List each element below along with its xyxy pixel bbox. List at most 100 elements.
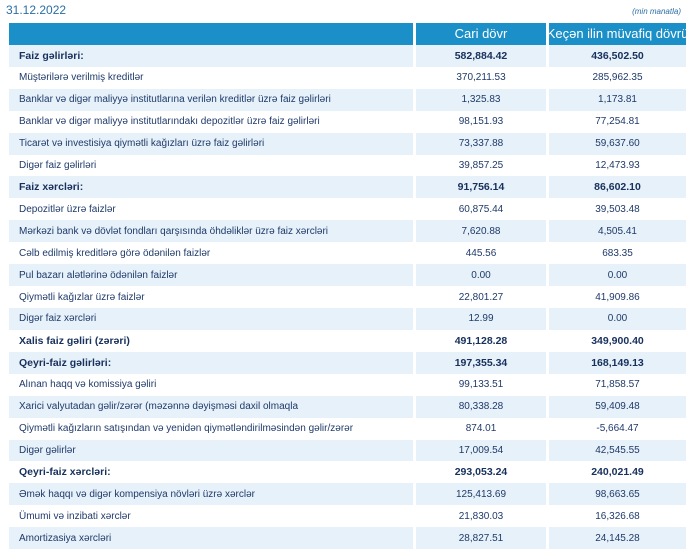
- row-previous-value: 436,502.50: [549, 44, 686, 67]
- row-label: Ticarət və investisiya qiymətli kağızlar…: [9, 132, 413, 155]
- header-current-period: Cari dövr: [416, 23, 546, 45]
- row-previous-value: 42,545.55: [549, 439, 686, 462]
- row-label: Qeyri-faiz xərcləri:: [9, 461, 413, 484]
- row-previous-value: 683.35: [549, 242, 686, 265]
- row-label: Əmək haqqı və digər kompensiya növləri ü…: [9, 483, 413, 506]
- table-row: Xalis faiz gəliri (zərəri) 491,128.28 349,…: [9, 329, 686, 352]
- row-current-value: 22,801.27: [416, 286, 546, 308]
- row-previous-value: 59,637.60: [549, 132, 686, 155]
- table-row: Müştərilərə verilmiş kreditlər 370,211.53…: [9, 66, 686, 89]
- row-current-value: 21,830.03: [416, 505, 546, 528]
- row-current-value: 491,128.28: [416, 329, 546, 352]
- table-row: Faiz xərcləri: 91,756.14 86,602.10: [9, 176, 686, 199]
- row-current-value: 874.01: [416, 417, 546, 440]
- row-label: Mərkəzi bank və dövlət fondları qarşısın…: [9, 220, 413, 243]
- row-label: Digər faiz xərcləri: [9, 307, 413, 330]
- table-row: Mərkəzi bank və dövlət fondları qarşısın…: [9, 220, 686, 243]
- row-previous-value: 0.00: [549, 264, 686, 287]
- table-row: Qeyri-faiz xərcləri: 293,053.24 240,021.49: [9, 461, 686, 484]
- row-current-value: 293,053.24: [416, 461, 546, 484]
- table-row: Banklar və digər maliyyə institutlarında…: [9, 110, 686, 133]
- table-row: Qeyri-faiz gəlirləri: 197,355.34 168,149.1…: [9, 351, 686, 374]
- table-row: Qiymətli kağızların satışından və yenidə…: [9, 417, 686, 440]
- row-current-value: 445.56: [416, 242, 546, 265]
- row-label: Depozitlər üzrə faizlər: [9, 198, 413, 221]
- row-previous-value: 168,149.13: [549, 351, 686, 374]
- row-current-value: 197,355.34: [416, 351, 546, 374]
- income-statement-table: Cari dövr Keçən ilin müvafiq dövrü Faiz …: [9, 23, 686, 550]
- row-previous-value: 349,900.40: [549, 329, 686, 352]
- table-row: Digər gəlirlər 17,009.54 42,545.55: [9, 439, 686, 462]
- table-row: Xarici valyutadan gəlir/zərər (məzənnə d…: [9, 395, 686, 418]
- row-previous-value: 77,254.81: [549, 110, 686, 133]
- row-label: Qiymətli kağızların satışından və yenidə…: [9, 417, 413, 440]
- table-row: Depozitlər üzrə faizlər 60,875.44 39,503.4…: [9, 198, 686, 221]
- row-current-value: 1,325.83: [416, 88, 546, 111]
- row-current-value: 99,133.51: [416, 373, 546, 396]
- row-current-value: 80,338.28: [416, 395, 546, 418]
- row-label: Ümumi və inzibati xərclər: [9, 505, 413, 528]
- header-label-cell: [9, 23, 413, 45]
- row-current-value: 60,875.44: [416, 198, 546, 221]
- row-previous-value: 12,473.93: [549, 154, 686, 177]
- row-current-value: 39,857.25: [416, 154, 546, 177]
- table-row: Faiz gəlirləri: 582,884.42 436,502.50: [9, 44, 686, 67]
- row-previous-value: 1,173.81: [549, 88, 686, 111]
- report-date: 31.12.2022: [6, 3, 67, 17]
- row-current-value: 0.00: [416, 264, 546, 287]
- row-current-value: 91,756.14: [416, 176, 546, 199]
- row-label: Müştərilərə verilmiş kreditlər: [9, 66, 413, 89]
- row-previous-value: 285,962.35: [549, 66, 686, 89]
- row-previous-value: 41,909.86: [549, 286, 686, 308]
- row-previous-value: 98,663.65: [549, 483, 686, 506]
- row-label: Amortizasiya xərcləri: [9, 527, 413, 550]
- row-current-value: 98,151.93: [416, 110, 546, 133]
- table-row: Banklar və digər maliyyə institutlarına …: [9, 88, 686, 111]
- table-row: Digər faiz xərcləri 12.99 0.00: [9, 307, 686, 330]
- table-row: Amortizasiya xərcləri 28,827.51 24,145.28: [9, 527, 686, 550]
- row-previous-value: 24,145.28: [549, 527, 686, 550]
- table-header-row: Cari dövr Keçən ilin müvafiq dövrü: [9, 23, 686, 45]
- row-label: Cəlb edilmiş kreditlərə görə ödənilən fa…: [9, 242, 413, 265]
- table-row: Pul bazarı alətlərinə ödənilən faizlər 0.…: [9, 264, 686, 287]
- row-current-value: 28,827.51: [416, 527, 546, 550]
- row-previous-value: 39,503.48: [549, 198, 686, 221]
- row-previous-value: 71,858.57: [549, 373, 686, 396]
- row-label: Xarici valyutadan gəlir/zərər (məzənnə d…: [9, 395, 413, 418]
- row-current-value: 370,211.53: [416, 66, 546, 89]
- table-row: Ticarət və investisiya qiymətli kağızlar…: [9, 132, 686, 155]
- row-label: Alınan haqq və komissiya gəliri: [9, 373, 413, 396]
- row-current-value: 73,337.88: [416, 132, 546, 155]
- row-current-value: 582,884.42: [416, 44, 546, 67]
- row-label: Faiz xərcləri:: [9, 176, 413, 199]
- row-label: Qeyri-faiz gəlirləri:: [9, 351, 413, 374]
- report-header: 31.12.2022 (min manatla): [0, 0, 689, 22]
- row-previous-value: -5,664.47: [549, 417, 686, 440]
- row-label: Banklar və digər maliyyə institutlarında…: [9, 110, 413, 133]
- table-row: Əmək haqqı və digər kompensiya növləri ü…: [9, 483, 686, 506]
- row-label: Digər gəlirlər: [9, 439, 413, 462]
- row-current-value: 125,413.69: [416, 483, 546, 506]
- row-label: Xalis faiz gəliri (zərəri): [9, 329, 413, 352]
- row-label: Banklar və digər maliyyə institutlarına …: [9, 88, 413, 111]
- row-label: Digər faiz gəlirləri: [9, 154, 413, 177]
- table-row: Ümumi və inzibati xərclər 21,830.03 16,326…: [9, 505, 686, 528]
- header-previous-period: Keçən ilin müvafiq dövrü: [549, 23, 686, 45]
- row-current-value: 12.99: [416, 307, 546, 330]
- row-previous-value: 4,505.41: [549, 220, 686, 243]
- table-row: Cəlb edilmiş kreditlərə görə ödənilən fa…: [9, 242, 686, 265]
- row-previous-value: 86,602.10: [549, 176, 686, 199]
- row-previous-value: 59,409.48: [549, 395, 686, 418]
- table-row: Alınan haqq və komissiya gəliri 99,133.51…: [9, 373, 686, 396]
- row-label: Pul bazarı alətlərinə ödənilən faizlər: [9, 264, 413, 287]
- row-previous-value: 16,326.68: [549, 505, 686, 528]
- row-current-value: 7,620.88: [416, 220, 546, 243]
- row-current-value: 17,009.54: [416, 439, 546, 462]
- row-previous-value: 240,021.49: [549, 461, 686, 484]
- row-label: Faiz gəlirləri:: [9, 44, 413, 67]
- table-row: Digər faiz gəlirləri 39,857.25 12,473.93: [9, 154, 686, 177]
- row-label: Qiymətli kağızlar üzrə faizlər: [9, 286, 413, 308]
- table-row: Qiymətli kağızlar üzrə faizlər 22,801.27 4…: [9, 286, 686, 308]
- row-previous-value: 0.00: [549, 307, 686, 330]
- unit-note: (min manatla): [632, 7, 681, 16]
